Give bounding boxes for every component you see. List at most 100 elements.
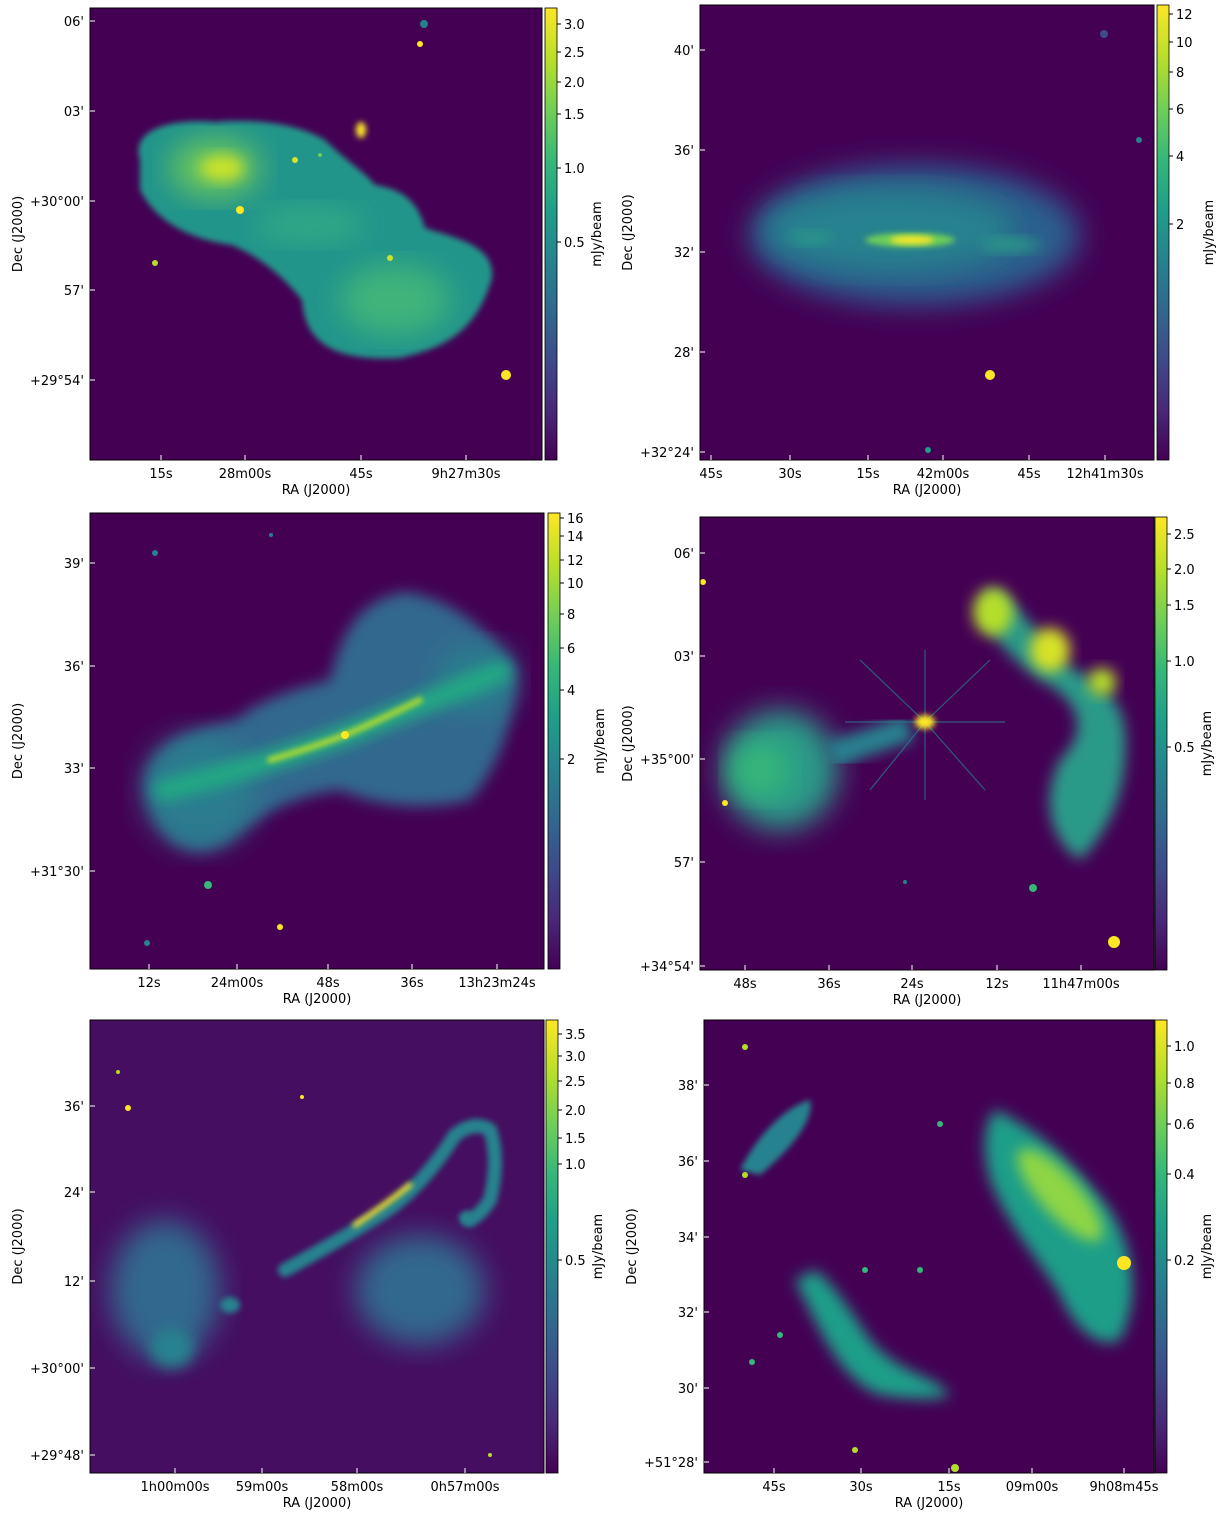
dec-tick-label: +29°48' — [30, 1449, 84, 1464]
ra-axis-label: RA (J2000) — [895, 1496, 964, 1510]
dec-tick-label: 40' — [674, 44, 694, 59]
dec-tick-label: 36' — [64, 1100, 84, 1115]
ra-tick-label: 24m00s — [211, 976, 264, 991]
colorbar-tick-label: 10 — [567, 577, 584, 592]
colorbar-tick-label: 14 — [567, 530, 584, 545]
dec-tick-label: 57' — [674, 856, 694, 871]
panel-3-cb-ticks: 16 14 12 10 8 6 4 2 mJy/beam — [560, 512, 608, 774]
colorbar-tick-label: 0.5 — [564, 236, 585, 251]
dec-tick-label: +30°00' — [30, 1362, 84, 1377]
dec-tick-label: 39' — [64, 557, 84, 572]
colorbar-tick-label: 0.8 — [1174, 1077, 1195, 1092]
ra-tick-label: 28m00s — [219, 467, 272, 482]
panel-6: 45s 30s 15s 09m00s 9h08m45s RA (J2000) 38' 36'… — [625, 1019, 1215, 1511]
dec-tick-label: 57' — [64, 284, 84, 299]
colorbar-tick-label: 2.0 — [1174, 563, 1195, 578]
dec-tick-label: 36' — [678, 1155, 698, 1170]
colorbar-label: mJy/beam — [590, 201, 605, 266]
panel-5: 1h00m00s 59m00s 58m00s 0h57m00s RA (J2000) 3… — [11, 1019, 606, 1511]
dec-tick-label: 24' — [64, 1186, 84, 1201]
colorbar-tick-label: 1.0 — [565, 1158, 586, 1173]
colorbar-tick-label: 10 — [1176, 36, 1193, 51]
panel-3-emission — [144, 533, 515, 946]
dec-tick-label: 30' — [678, 1382, 698, 1397]
ra-tick-label: 12h41m30s — [1066, 467, 1144, 482]
colorbar-tick-label: 3.0 — [565, 1050, 586, 1065]
ra-tick-label: 15s — [937, 1480, 961, 1495]
dec-tick-label: +29°54' — [30, 374, 84, 389]
colorbar-tick-label: 3.0 — [564, 18, 585, 33]
dec-axis-label: Dec (J2000) — [621, 705, 636, 781]
panel-2-emission — [750, 30, 1142, 453]
dec-tick-label: 33' — [64, 762, 84, 777]
dec-tick-label: 06' — [64, 15, 84, 30]
ra-axis-label: RA (J2000) — [283, 992, 352, 1007]
panel-6-cb-ticks: 1.0 0.8 0.6 0.4 0.2 mJy/beam — [1167, 1040, 1215, 1279]
panel-5-ra-ticks: 1h00m00s 59m00s 58m00s 0h57m00s RA (J2000) — [140, 1468, 500, 1511]
colorbar-tick-label: 12 — [1176, 8, 1193, 23]
dec-axis-label: Dec (J2000) — [11, 1208, 26, 1284]
ra-tick-label: 12s — [985, 977, 1009, 992]
colorbar-tick-label: 0.6 — [1174, 1118, 1195, 1133]
ra-tick-label: 42m00s — [917, 467, 970, 482]
colorbar-tick-label: 4 — [1176, 150, 1184, 165]
panel-6-ra-ticks: 45s 30s 15s 09m00s 9h08m45s RA (J2000) — [762, 1468, 1159, 1511]
ra-tick-label: 15s — [149, 467, 173, 482]
dec-tick-label: +34°54' — [640, 960, 694, 975]
colorbar-tick-label: 8 — [1176, 66, 1184, 81]
dec-axis-label: Dec (J2000) — [625, 1208, 640, 1284]
panel-4-emission — [700, 579, 1126, 948]
ra-tick-label: 48s — [316, 976, 340, 991]
panel-1-ra-ticks: 15s 28m00s 45s 9h27m30s RA (J2000) — [149, 455, 501, 498]
colorbar-tick-label: 8 — [567, 608, 575, 623]
dec-tick-label: +51°28' — [644, 1456, 698, 1471]
panel-3-colorbar — [547, 512, 561, 970]
ra-tick-label: 45s — [762, 1480, 786, 1495]
colorbar-tick-label: 1.0 — [1174, 1040, 1195, 1055]
colorbar-tick-label: 2.5 — [1174, 528, 1195, 543]
ra-tick-label: 30s — [778, 467, 802, 482]
dec-tick-label: 06' — [674, 547, 694, 562]
dec-axis-label: Dec (J2000) — [11, 703, 26, 779]
panel-1: 15s 28m00s 45s 9h27m30s RA (J2000) 06' 03' +30… — [11, 7, 605, 498]
panel-3-ra-ticks: 12s 24m00s 48s 36s 13h23m24s RA (J2000) — [137, 964, 536, 1007]
panel-5-colorbar — [545, 1019, 559, 1474]
panel-2: 45s 30s 15s 42m00s 45s 12h41m30s RA (J2000) 40… — [621, 4, 1217, 498]
panel-4-dec-ticks: 06' 03' +35°00' 57' +34°54' Dec (J2000) — [621, 547, 705, 975]
ra-tick-label: 36s — [817, 977, 841, 992]
dec-tick-label: 12' — [64, 1275, 84, 1290]
colorbar-label: mJy/beam — [593, 708, 608, 773]
panel-1-dec-ticks: 06' 03' +30°00' 57' +29°54' Dec (J2000) — [11, 15, 95, 389]
panel-4-cb-ticks: 2.5 2.0 1.5 1.0 0.5 mJy/beam — [1167, 528, 1215, 776]
colorbar-tick-label: 1.5 — [565, 1132, 586, 1147]
panel-3-dec-ticks: 39' 36' 33' +31°30' Dec (J2000) — [11, 557, 95, 880]
panel-6-colorbar — [1154, 1019, 1168, 1474]
colorbar-label: mJy/beam — [1200, 1214, 1215, 1279]
colorbar-tick-label: 3.5 — [565, 1028, 586, 1043]
ra-tick-label: 30s — [849, 1480, 873, 1495]
dec-tick-label: 34' — [678, 1231, 698, 1246]
dec-tick-label: 32' — [674, 246, 694, 261]
colorbar-tick-label: 1.5 — [564, 108, 585, 123]
colorbar-tick-label: 0.2 — [1174, 1254, 1195, 1269]
ra-tick-label: 58m00s — [331, 1480, 384, 1495]
colorbar-label: mJy/beam — [1202, 200, 1217, 265]
ra-tick-label: 13h23m24s — [458, 976, 536, 991]
ra-tick-label: 45s — [699, 467, 723, 482]
dec-tick-label: 36' — [674, 144, 694, 159]
panel-2-ra-ticks: 45s 30s 15s 42m00s 45s 12h41m30s RA (J2000) — [699, 455, 1144, 498]
panel-6-emission — [740, 1044, 1133, 1472]
ra-tick-label: 48s — [733, 977, 757, 992]
ra-tick-label: 59m00s — [236, 1480, 289, 1495]
panel-2-cb-ticks: 12 10 8 6 4 2 mJy/beam — [1169, 8, 1217, 265]
dec-tick-label: +30°00' — [30, 195, 84, 210]
panel-5-cb-ticks: 3.5 3.0 2.5 2.0 1.5 1.0 0.5 mJy/beam — [558, 1028, 606, 1279]
panel-5-emission — [110, 1070, 502, 1457]
panel-2-colorbar — [1156, 4, 1170, 461]
dec-tick-label: 38' — [678, 1079, 698, 1094]
dec-tick-label: +31°30' — [30, 865, 84, 880]
ra-axis-label: RA (J2000) — [893, 483, 962, 498]
ra-axis-label: RA (J2000) — [282, 483, 351, 498]
dec-tick-label: 36' — [64, 660, 84, 675]
